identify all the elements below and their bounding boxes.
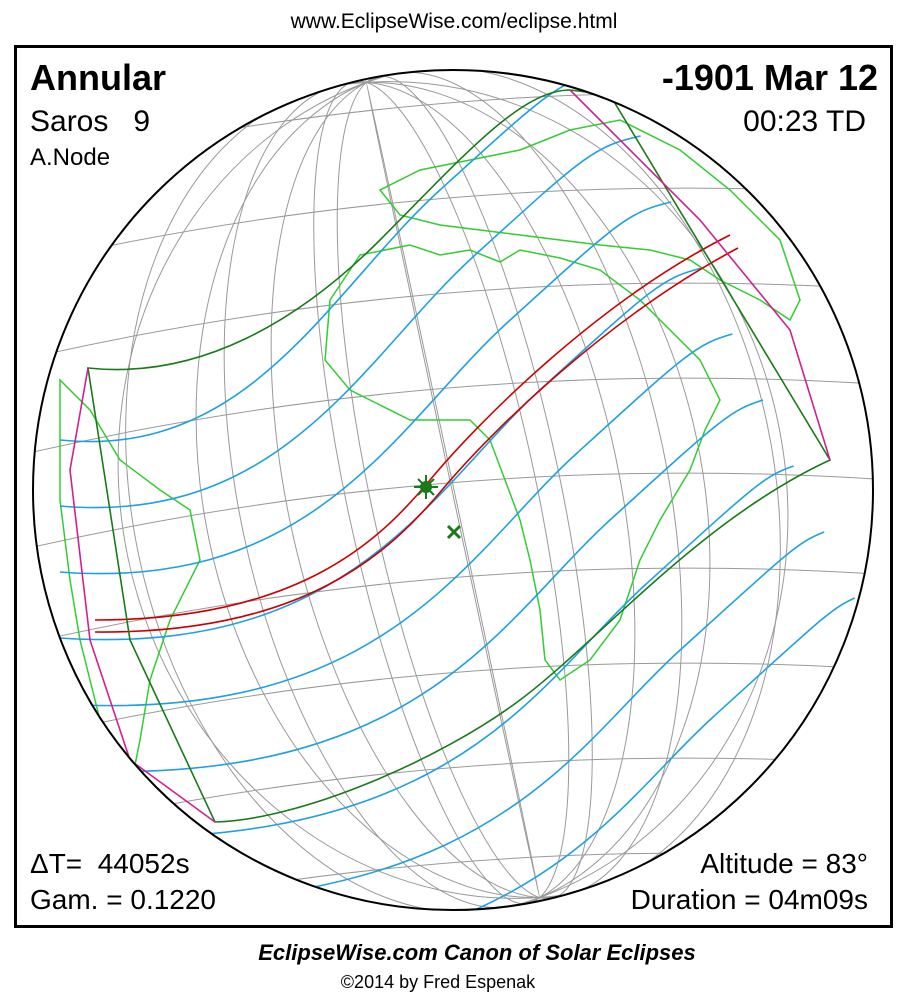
time: 00:23 TD bbox=[743, 105, 866, 138]
node: A.Node bbox=[30, 144, 110, 171]
parallel bbox=[33, 377, 873, 456]
africa-outline bbox=[324, 244, 721, 682]
contour-line bbox=[59, 597, 856, 910]
greatest-duration bbox=[446, 524, 462, 540]
contour-line bbox=[59, 135, 641, 509]
eclipse-date: -1901 Mar 12 bbox=[662, 57, 878, 98]
delta-t: ΔT= 44052s bbox=[30, 848, 190, 879]
contour-line bbox=[59, 465, 794, 839]
penumbra-limit bbox=[87, 89, 832, 823]
copyright: ©2014 by Fred Espenak bbox=[341, 972, 536, 992]
meridian bbox=[195, 70, 781, 899]
meridian bbox=[336, 75, 593, 900]
altitude: Altitude = 83° bbox=[700, 848, 868, 879]
sunrise-limit bbox=[69, 367, 216, 823]
contour-line bbox=[59, 201, 672, 575]
parallel bbox=[33, 472, 873, 551]
url: www.EclipseWise.com/eclipse.html bbox=[290, 10, 618, 33]
contour-line bbox=[59, 399, 764, 773]
central-line-north bbox=[94, 234, 731, 621]
parallel bbox=[33, 282, 873, 361]
duration: Duration = 04m09s bbox=[631, 884, 868, 915]
penumbral-lines bbox=[59, 70, 856, 910]
central-line-south bbox=[94, 247, 739, 633]
contour-line bbox=[59, 333, 733, 707]
gamma: Gam. = 0.1220 bbox=[30, 884, 216, 915]
contour-line bbox=[59, 70, 611, 443]
globe-outline bbox=[32, 69, 874, 911]
meridian bbox=[270, 71, 683, 899]
greatest-eclipse-star bbox=[414, 475, 438, 499]
eurasia-outline bbox=[378, 119, 801, 322]
contour-line bbox=[59, 267, 702, 641]
eclipse-type: Annular bbox=[30, 57, 166, 98]
sunset-limit bbox=[569, 89, 831, 461]
parallel bbox=[33, 757, 873, 836]
frame bbox=[14, 45, 893, 928]
south-america-outline bbox=[59, 378, 201, 792]
meridian bbox=[365, 78, 541, 902]
saros: Saros 9 bbox=[30, 105, 150, 138]
footer-title: EclipseWise.com Canon of Solar Eclipses bbox=[258, 940, 696, 965]
